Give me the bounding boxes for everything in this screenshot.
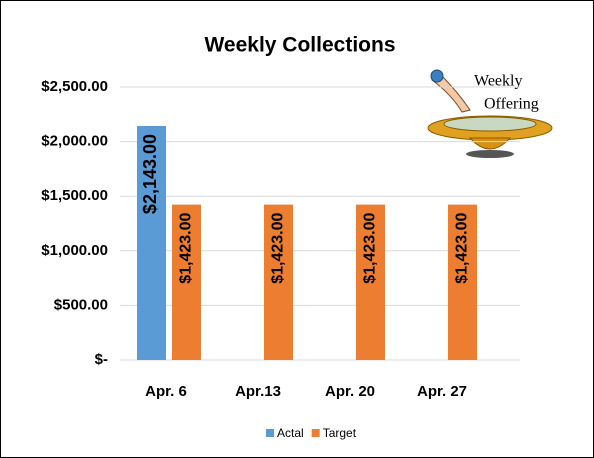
chart: Weekly Collections Weekly Offering $-$50… <box>0 0 594 458</box>
data-label: $1,423.00 <box>270 213 287 284</box>
picture-text: Offering <box>484 96 539 113</box>
chart-title: Weekly Collections <box>204 34 395 57</box>
data-label: $1,423.00 <box>454 213 471 284</box>
y-tick-label: $2,500.00 <box>41 78 108 95</box>
y-tick-label: $500.00 <box>54 296 108 313</box>
x-tick-label: Apr. 27 <box>417 383 467 400</box>
y-tick-label: $1,000.00 <box>41 242 108 259</box>
data-label: $1,423.00 <box>178 213 195 284</box>
chart-border <box>1 1 594 458</box>
y-tick-label: $1,500.00 <box>41 187 108 204</box>
x-tick-label: Apr. 20 <box>325 383 375 400</box>
x-tick-label: Apr. 6 <box>145 383 187 400</box>
legend-swatch <box>312 429 320 437</box>
legend-swatch <box>266 429 274 437</box>
legend-label: Target <box>323 426 357 440</box>
legend-label: Actal <box>277 426 304 440</box>
y-tick-label: $- <box>95 351 108 368</box>
x-tick-label: Apr.13 <box>235 383 281 400</box>
y-tick-label: $2,000.00 <box>41 133 108 150</box>
data-label: $2,143.00 <box>140 134 160 214</box>
data-label: $1,423.00 <box>362 213 379 284</box>
